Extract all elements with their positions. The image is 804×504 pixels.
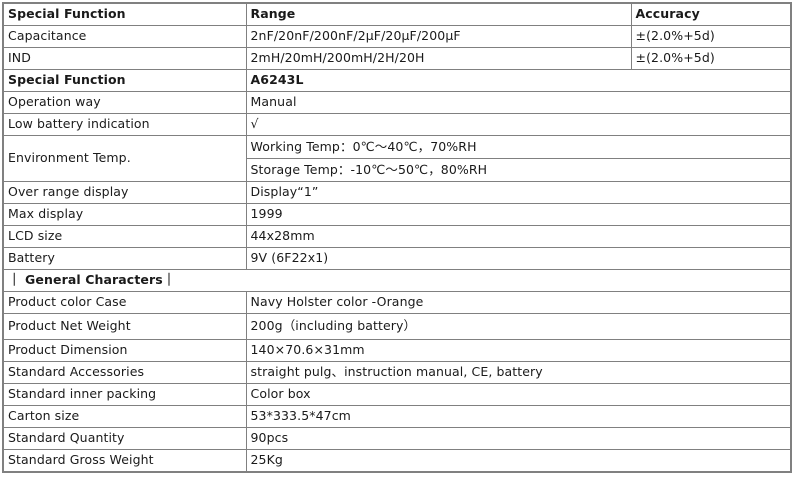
row-label-standard-quantity: Standard Quantity bbox=[2, 427, 247, 450]
row-label-standard-gross-weight: Standard Gross Weight bbox=[2, 449, 247, 473]
table-row: Capacitance 2nF/20nF/200nF/2µF/20µF/200µ… bbox=[2, 25, 792, 48]
row-label-product-color-case: Product color Case bbox=[2, 291, 247, 314]
row-value-over-range-display: Display“1” bbox=[245, 181, 792, 204]
table-row: IND 2mH/20mH/200mH/2H/20H ±(2.0%+5d) bbox=[2, 47, 792, 70]
table-row: Battery 9V (6F22x1) bbox=[2, 247, 792, 270]
row-label-environment-temp: Environment Temp. bbox=[2, 135, 247, 182]
row-value-product-net-weight: 200g（including battery） bbox=[245, 313, 792, 340]
row-value-max-display: 1999 bbox=[245, 203, 792, 226]
row-label-carton-size: Carton size bbox=[2, 405, 247, 428]
row-value-standard-gross-weight: 25Kg bbox=[245, 449, 792, 473]
row-value-battery: 9V (6F22x1) bbox=[245, 247, 792, 270]
row-value-product-dimension: 140×70.6×31mm bbox=[245, 339, 792, 362]
table-row: Low battery indication √ bbox=[2, 113, 792, 136]
row-value-low-battery-indication: √ bbox=[245, 113, 792, 136]
row-label-standard-inner-packing: Standard inner packing bbox=[2, 383, 247, 406]
table-row: Standard Quantity 90pcs bbox=[2, 427, 792, 450]
table-header-row: Special Function Range Accuracy bbox=[2, 2, 792, 26]
table-section-row: ｜ General Characters｜ bbox=[2, 269, 792, 292]
row-value-carton-size: 53*333.5*47cm bbox=[245, 405, 792, 428]
row-value-ind-range: 2mH/20mH/200mH/2H/20H bbox=[245, 47, 632, 70]
table-row: Standard Accessories straight pulg、instr… bbox=[2, 361, 792, 384]
table-row: Environment Temp. Working Temp：0℃～40℃，70… bbox=[2, 135, 792, 182]
table-row: Standard inner packing Color box bbox=[2, 383, 792, 406]
row-value-product-color-case: Navy Holster color -Orange bbox=[245, 291, 792, 314]
table-subheader-row: Special Function A6243L bbox=[2, 69, 792, 92]
row-value-capacitance-range: 2nF/20nF/200nF/2µF/20µF/200µF bbox=[245, 25, 632, 48]
row-label-product-net-weight: Product Net Weight bbox=[2, 313, 247, 340]
table-row: Max display 1999 bbox=[2, 203, 792, 226]
spec-table-container: Special Function Range Accuracy Capacita… bbox=[2, 2, 792, 473]
table-row: Product Net Weight 200g（including batter… bbox=[2, 313, 792, 340]
row-value-standard-inner-packing: Color box bbox=[245, 383, 792, 406]
row-label-low-battery-indication: Low battery indication bbox=[2, 113, 247, 136]
table-row: Operation way Manual bbox=[2, 91, 792, 114]
row-value-lcd-size: 44x28mm bbox=[245, 225, 792, 248]
row-label-lcd-size: LCD size bbox=[2, 225, 247, 248]
table-row: Product Dimension 140×70.6×31mm bbox=[2, 339, 792, 362]
row-label-ind: IND bbox=[2, 47, 247, 70]
row-value-capacitance-accuracy: ±(2.0%+5d) bbox=[630, 25, 792, 48]
row-value-standard-accessories: straight pulg、instruction manual, CE, ba… bbox=[245, 361, 792, 384]
table-row: Standard Gross Weight 25Kg bbox=[2, 449, 792, 473]
table-row: LCD size 44x28mm bbox=[2, 225, 792, 248]
row-label-max-display: Max display bbox=[2, 203, 247, 226]
product-spec-table: Special Function Range Accuracy Capacita… bbox=[2, 2, 792, 473]
subheader-label-special-function: Special Function bbox=[2, 69, 247, 92]
column-header-range: Range bbox=[245, 2, 632, 26]
row-value-operation-way: Manual bbox=[245, 91, 792, 114]
row-label-product-dimension: Product Dimension bbox=[2, 339, 247, 362]
row-value-working-temp: Working Temp：0℃～40℃，70%RH bbox=[245, 135, 792, 159]
table-row: Carton size 53*333.5*47cm bbox=[2, 405, 792, 428]
table-row: Product color Case Navy Holster color -O… bbox=[2, 291, 792, 314]
row-value-standard-quantity: 90pcs bbox=[245, 427, 792, 450]
subheader-value-model: A6243L bbox=[245, 69, 792, 92]
column-header-special-function: Special Function bbox=[2, 2, 247, 26]
column-header-accuracy: Accuracy bbox=[630, 2, 792, 26]
table-row: Over range display Display“1” bbox=[2, 181, 792, 204]
row-label-operation-way: Operation way bbox=[2, 91, 247, 114]
row-value-storage-temp: Storage Temp：-10℃～50℃，80%RH bbox=[245, 158, 792, 182]
section-header-general-characters: ｜ General Characters｜ bbox=[2, 269, 792, 292]
row-label-standard-accessories: Standard Accessories bbox=[2, 361, 247, 384]
row-label-over-range-display: Over range display bbox=[2, 181, 247, 204]
row-value-ind-accuracy: ±(2.0%+5d) bbox=[630, 47, 792, 70]
row-label-battery: Battery bbox=[2, 247, 247, 270]
table-row: Storage Temp：-10℃～50℃，80%RH bbox=[3, 158, 792, 182]
row-label-capacitance: Capacitance bbox=[2, 25, 247, 48]
